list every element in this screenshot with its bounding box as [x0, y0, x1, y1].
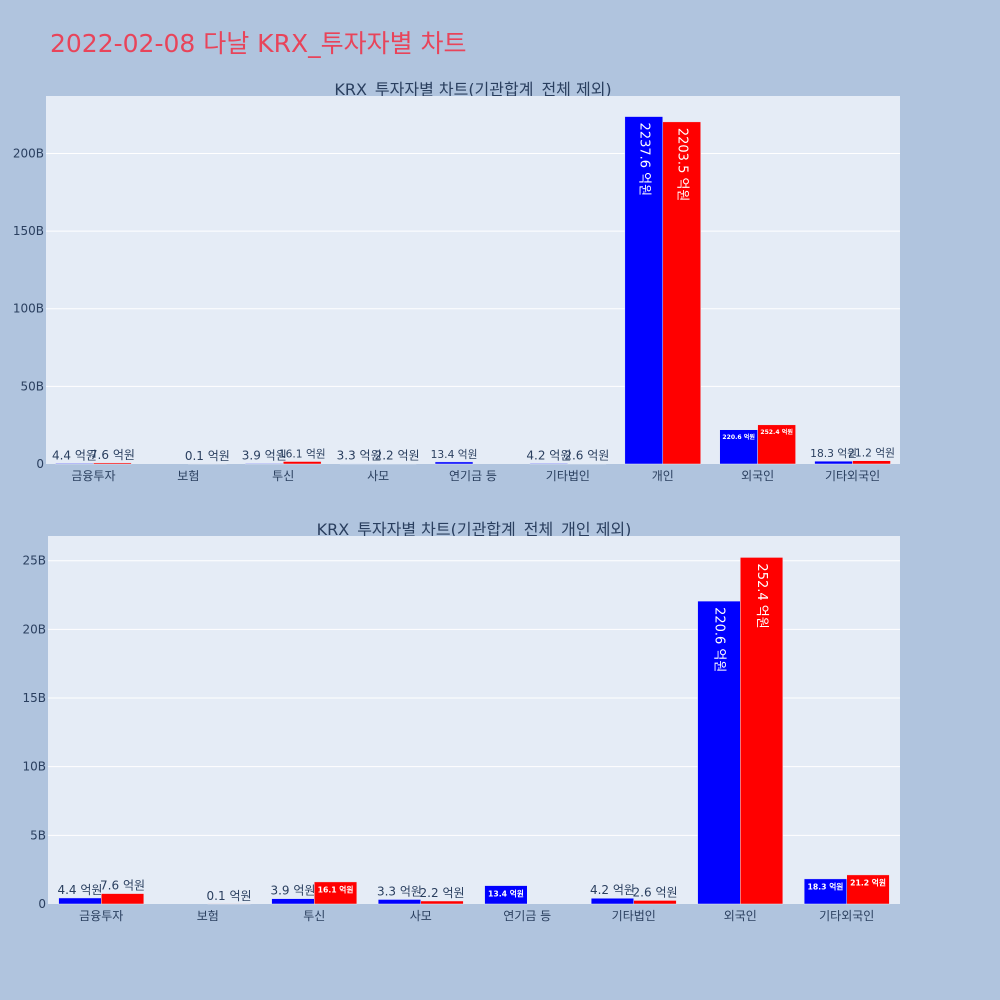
- bar-label: 2.6 억원: [564, 449, 609, 463]
- chart-title: KRX_투자자별 차트(기관합계_전체 제외): [334, 80, 611, 100]
- y-tick-label: 5B: [30, 828, 46, 842]
- bar: [633, 900, 677, 905]
- bar: [852, 460, 891, 465]
- bar-label: 4.4 억원: [52, 448, 97, 462]
- x-tick-label: 사모: [367, 469, 389, 483]
- bar: [420, 900, 464, 905]
- bar: [624, 116, 664, 465]
- bar-label: 7.6 억원: [100, 879, 145, 893]
- bar-label: 2237.6 억원: [636, 123, 651, 197]
- y-tick-label: 150B: [13, 224, 44, 238]
- bar-label: 220.6 억원: [722, 433, 755, 441]
- bar-label: 2203.5 억원: [674, 128, 689, 202]
- bar-label: 3.9 억원: [242, 448, 287, 462]
- bar-label: 2.2 억원: [420, 886, 465, 900]
- bar: [803, 878, 848, 905]
- bar: [757, 424, 796, 465]
- bar: [740, 557, 784, 905]
- plot-area: [46, 96, 900, 464]
- bar-label: 21.2 억원: [848, 447, 895, 460]
- bar: [484, 885, 528, 905]
- x-tick-label: 기타외국인: [819, 909, 874, 923]
- bar-label: 3.9 억원: [270, 884, 315, 898]
- bar: [697, 600, 741, 905]
- bar: [719, 429, 758, 465]
- bar-label: 18.3 억원: [808, 882, 844, 892]
- page-title: 2022-02-08 다날 KRX_투자자별 차트: [50, 29, 467, 58]
- bar-label: 0.1 억원: [207, 889, 252, 903]
- bar-label: 2.6 억원: [633, 885, 678, 899]
- bar-label: 16.1 억원: [279, 448, 326, 461]
- x-tick-label: 금융투자: [79, 909, 123, 923]
- bar-label: 3.3 억원: [377, 884, 422, 898]
- x-tick-label: 투신: [303, 909, 325, 923]
- bar-label: 13.4 억원: [431, 448, 478, 461]
- bar: [58, 897, 102, 905]
- bar-label: 18.3 억원: [810, 447, 857, 460]
- x-tick-label: 기타법인: [546, 469, 590, 483]
- bar: [662, 121, 701, 465]
- bar-label: 4.4 억원: [57, 883, 102, 897]
- bar-label: 16.1 억원: [318, 885, 354, 895]
- bar-label: 21.2 억원: [850, 878, 886, 888]
- bar-label: 13.4 억원: [488, 888, 524, 898]
- bar-label: 252.4 억원: [760, 428, 793, 436]
- bar-label: 4.2 억원: [590, 883, 635, 897]
- x-tick-label: 연기금 등: [449, 469, 497, 483]
- x-tick-label: 투신: [272, 469, 294, 483]
- bar-label: 7.6 억원: [90, 448, 135, 462]
- y-tick-label: 0: [36, 457, 44, 471]
- x-tick-label: 기타외국인: [825, 469, 880, 483]
- bar-label: 252.4 억원: [754, 563, 769, 628]
- x-tick-label: 외국인: [741, 469, 774, 483]
- bar-label: 3.3 억원: [337, 448, 382, 462]
- bar: [434, 461, 474, 465]
- x-tick-label: 보험: [177, 469, 199, 483]
- x-tick-label: 기타법인: [612, 909, 656, 923]
- bar-label: 0.1 억원: [185, 449, 230, 463]
- y-tick-label: 200B: [13, 146, 44, 160]
- y-tick-label: 15B: [22, 691, 46, 705]
- bar: [590, 897, 635, 905]
- x-tick-label: 연기금 등: [503, 909, 551, 923]
- x-tick-label: 금융투자: [71, 469, 115, 483]
- y-tick-label: 50B: [20, 379, 44, 393]
- bar-label: 2.2 억원: [375, 449, 420, 463]
- x-tick-label: 외국인: [724, 909, 757, 923]
- bar: [314, 881, 358, 905]
- bar: [101, 893, 145, 905]
- bar-label: 4.2 억원: [526, 448, 571, 462]
- bar: [377, 899, 421, 905]
- y-tick-label: 100B: [13, 302, 44, 316]
- x-tick-label: 사모: [410, 909, 432, 923]
- bar: [93, 462, 132, 465]
- bar-label: 220.6 억원: [711, 607, 726, 672]
- y-tick-label: 20B: [22, 622, 46, 636]
- bar: [271, 898, 315, 905]
- y-tick-label: 10B: [22, 760, 46, 774]
- chart-title: KRX_투자자별 차트(기관합계_전체_개인 제외): [317, 520, 632, 540]
- y-tick-label: 0: [38, 897, 46, 911]
- x-tick-label: 보험: [197, 909, 219, 923]
- bar: [846, 874, 890, 905]
- x-tick-label: 개인: [652, 469, 674, 483]
- bar: [282, 461, 322, 465]
- y-tick-label: 25B: [22, 554, 46, 568]
